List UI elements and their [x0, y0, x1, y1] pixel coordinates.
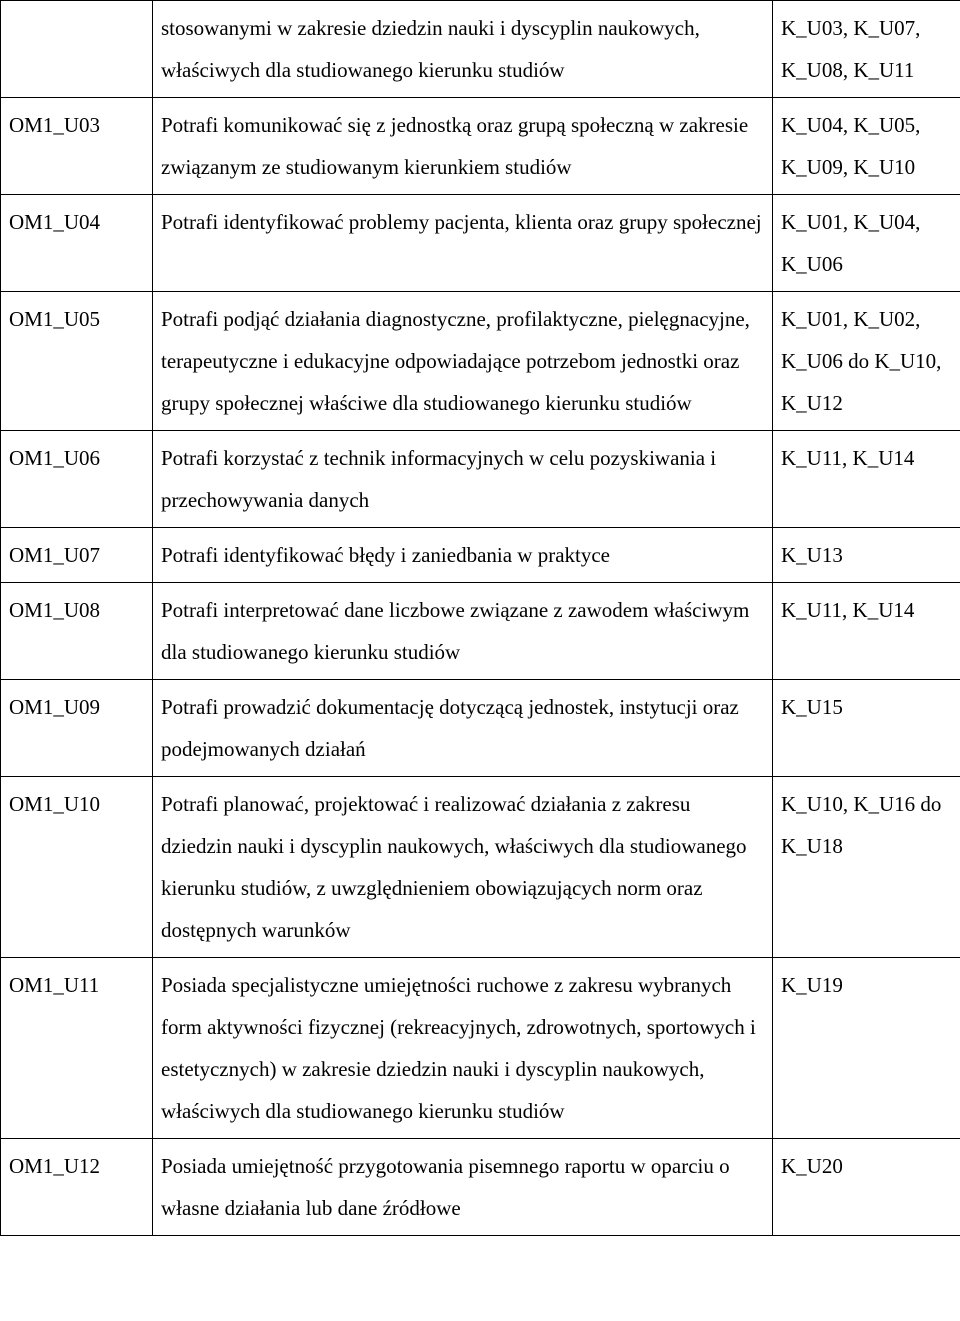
table-body: stosowanymi w zakresie dziedzin nauki i …	[1, 1, 960, 1236]
cell-code: OM1_U06	[1, 431, 153, 528]
cell-refs: K_U15	[773, 680, 960, 777]
cell-refs: K_U10, K_U16 do K_U18	[773, 777, 960, 958]
table-row: stosowanymi w zakresie dziedzin nauki i …	[1, 1, 960, 98]
cell-desc: Potrafi korzystać z technik informacyjny…	[153, 431, 773, 528]
cell-refs: K_U11, K_U14	[773, 431, 960, 528]
cell-desc: Potrafi identyfikować błędy i zaniedbani…	[153, 528, 773, 583]
cell-code	[1, 1, 153, 98]
cell-desc: Potrafi interpretować dane liczbowe zwią…	[153, 583, 773, 680]
cell-refs: K_U20	[773, 1139, 960, 1236]
cell-code: OM1_U11	[1, 958, 153, 1139]
cell-desc: Potrafi komunikować się z jednostką oraz…	[153, 98, 773, 195]
cell-desc: stosowanymi w zakresie dziedzin nauki i …	[153, 1, 773, 98]
document-page: stosowanymi w zakresie dziedzin nauki i …	[0, 0, 960, 1236]
cell-code: OM1_U09	[1, 680, 153, 777]
table-row: OM1_U03 Potrafi komunikować się z jednos…	[1, 98, 960, 195]
cell-refs: K_U19	[773, 958, 960, 1139]
table-row: OM1_U08 Potrafi interpretować dane liczb…	[1, 583, 960, 680]
table-row: OM1_U10 Potrafi planować, projektować i …	[1, 777, 960, 958]
cell-code: OM1_U07	[1, 528, 153, 583]
cell-desc: Posiada specjalistyczne umiejętności ruc…	[153, 958, 773, 1139]
cell-refs: K_U13	[773, 528, 960, 583]
cell-desc: Potrafi podjąć działania diagnostyczne, …	[153, 292, 773, 431]
table-row: OM1_U07 Potrafi identyfikować błędy i za…	[1, 528, 960, 583]
cell-desc: Posiada umiejętność przygotowania pisemn…	[153, 1139, 773, 1236]
cell-code: OM1_U05	[1, 292, 153, 431]
cell-code: OM1_U12	[1, 1139, 153, 1236]
table-row: OM1_U12 Posiada umiejętność przygotowani…	[1, 1139, 960, 1236]
cell-refs: K_U11, K_U14	[773, 583, 960, 680]
table-row: OM1_U11 Posiada specjalistyczne umiejętn…	[1, 958, 960, 1139]
cell-code: OM1_U04	[1, 195, 153, 292]
cell-code: OM1_U10	[1, 777, 153, 958]
cell-refs: K_U01, K_U04, K_U06	[773, 195, 960, 292]
table-row: OM1_U09 Potrafi prowadzić dokumentację d…	[1, 680, 960, 777]
cell-refs: K_U01, K_U02, K_U06 do K_U10, K_U12	[773, 292, 960, 431]
table-row: OM1_U06 Potrafi korzystać z technik info…	[1, 431, 960, 528]
cell-desc: Potrafi prowadzić dokumentację dotyczącą…	[153, 680, 773, 777]
table-row: OM1_U05 Potrafi podjąć działania diagnos…	[1, 292, 960, 431]
outcomes-table: stosowanymi w zakresie dziedzin nauki i …	[0, 0, 960, 1236]
cell-refs: K_U03, K_U07, K_U08, K_U11	[773, 1, 960, 98]
cell-refs: K_U04, K_U05, K_U09, K_U10	[773, 98, 960, 195]
table-row: OM1_U04 Potrafi identyfikować problemy p…	[1, 195, 960, 292]
cell-code: OM1_U08	[1, 583, 153, 680]
cell-desc: Potrafi planować, projektować i realizow…	[153, 777, 773, 958]
cell-code: OM1_U03	[1, 98, 153, 195]
cell-desc: Potrafi identyfikować problemy pacjenta,…	[153, 195, 773, 292]
